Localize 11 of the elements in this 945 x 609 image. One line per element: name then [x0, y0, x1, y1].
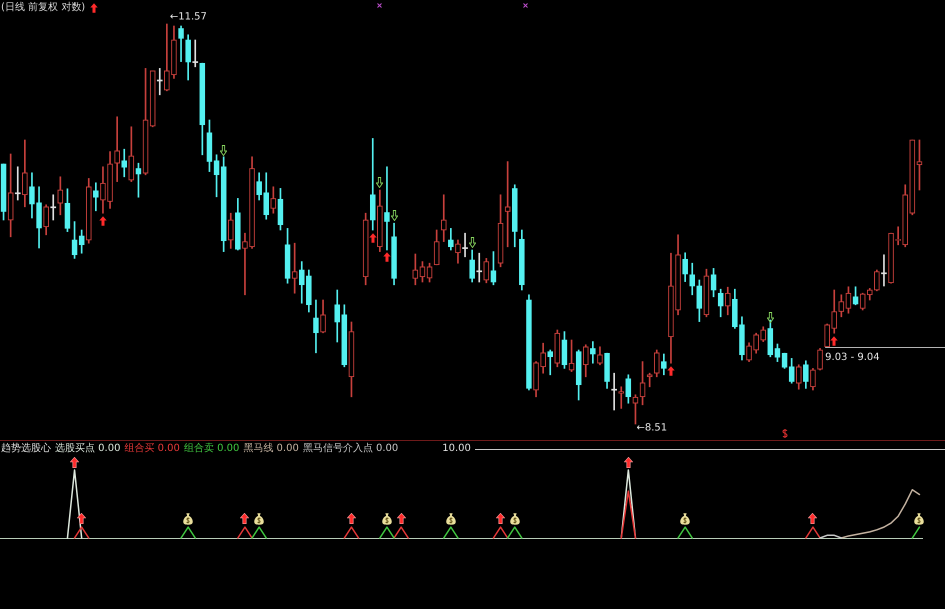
text: 10.00: [442, 443, 471, 455]
chart-title: (日线 前复权 对数): [1, 2, 86, 14]
text: 黑马信号介入点 0.00: [302, 443, 398, 455]
text: 组合卖 0.00: [184, 443, 240, 455]
text: 组合买 0.00: [124, 443, 180, 455]
text: ←11.57: [170, 12, 207, 23]
annotation: 9.03 - 9.04: [825, 352, 880, 364]
text: 选股买点 0.00: [55, 443, 120, 455]
annotation: ←8.51: [636, 422, 668, 434]
text: 黑马线 0.00: [243, 443, 299, 455]
chart-title: 趋势选股心: [1, 443, 51, 455]
